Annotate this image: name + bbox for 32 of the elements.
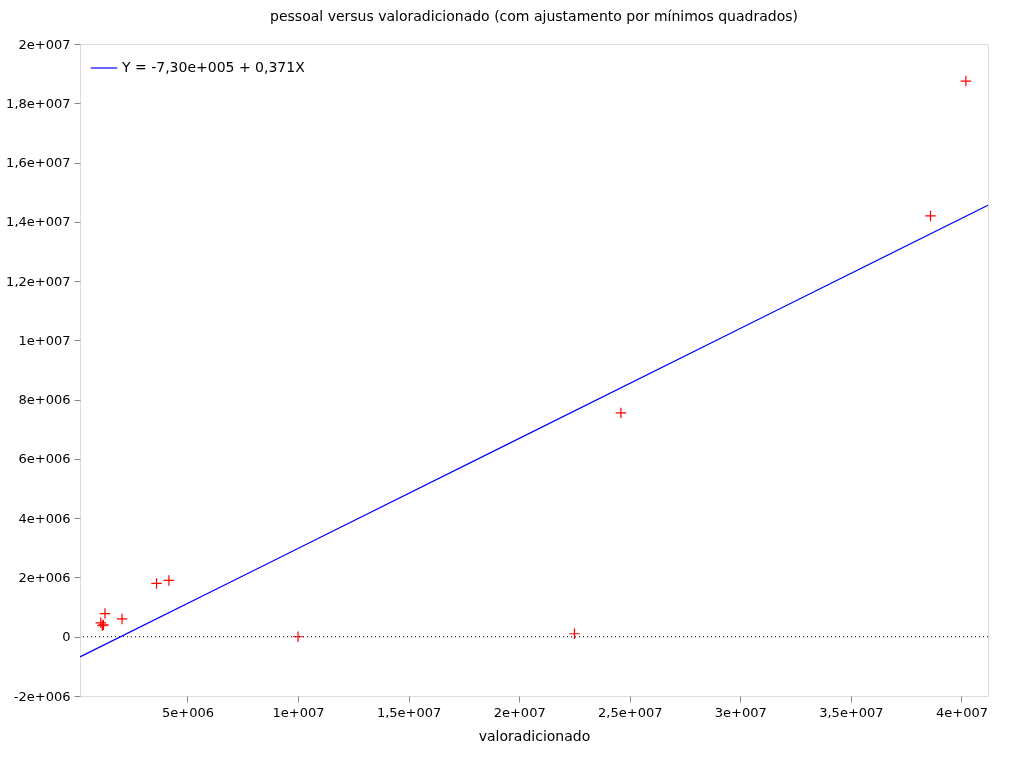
y-tick-label: 1,2e+007: [6, 273, 71, 289]
x-tick-label: 3,5e+007: [819, 704, 884, 720]
x-tick-label: 3e+007: [714, 704, 767, 720]
chart-title: pessoal versus valoradicionado (com ajustamento por mínimos quadrados): [270, 8, 798, 24]
y-tick-label: 1e+007: [18, 332, 71, 348]
point: [163, 574, 175, 587]
legend-label: Y = -7,30e+005 + 0,371X: [121, 59, 306, 75]
point: [116, 613, 128, 625]
x-tick-label: 2e+007: [493, 704, 546, 720]
point: [924, 210, 937, 222]
point: [292, 630, 304, 643]
y-tick-label: 1,4e+007: [6, 214, 71, 230]
y-tick-label: 2e+006: [18, 569, 71, 585]
y-tick-label: 1,6e+007: [6, 155, 71, 171]
y-tick-label: 4e+006: [18, 510, 71, 526]
y-tick-label: -2e+006: [13, 688, 71, 704]
x-tick-label: 1,5e+007: [376, 704, 442, 720]
x-tick-label: 2,5e+007: [598, 704, 663, 720]
point: [568, 627, 581, 640]
y-tick-label: 6e+006: [18, 451, 71, 467]
point: [615, 407, 627, 419]
x-tick-label: 1e+007: [272, 704, 325, 720]
y-tick-label: 2e+007: [18, 36, 71, 52]
x-tick-label: 4e+007: [935, 704, 988, 720]
y-tick-label: 1,8e+007: [6, 95, 71, 111]
y-tick-label: 0: [62, 629, 71, 645]
point: [960, 75, 972, 87]
x-axis-title: valoradicionado: [478, 727, 591, 744]
y-tick-label: 8e+006: [18, 392, 71, 408]
x-tick-label: 5e+006: [161, 704, 214, 720]
point: [99, 607, 111, 620]
point: [150, 577, 163, 590]
